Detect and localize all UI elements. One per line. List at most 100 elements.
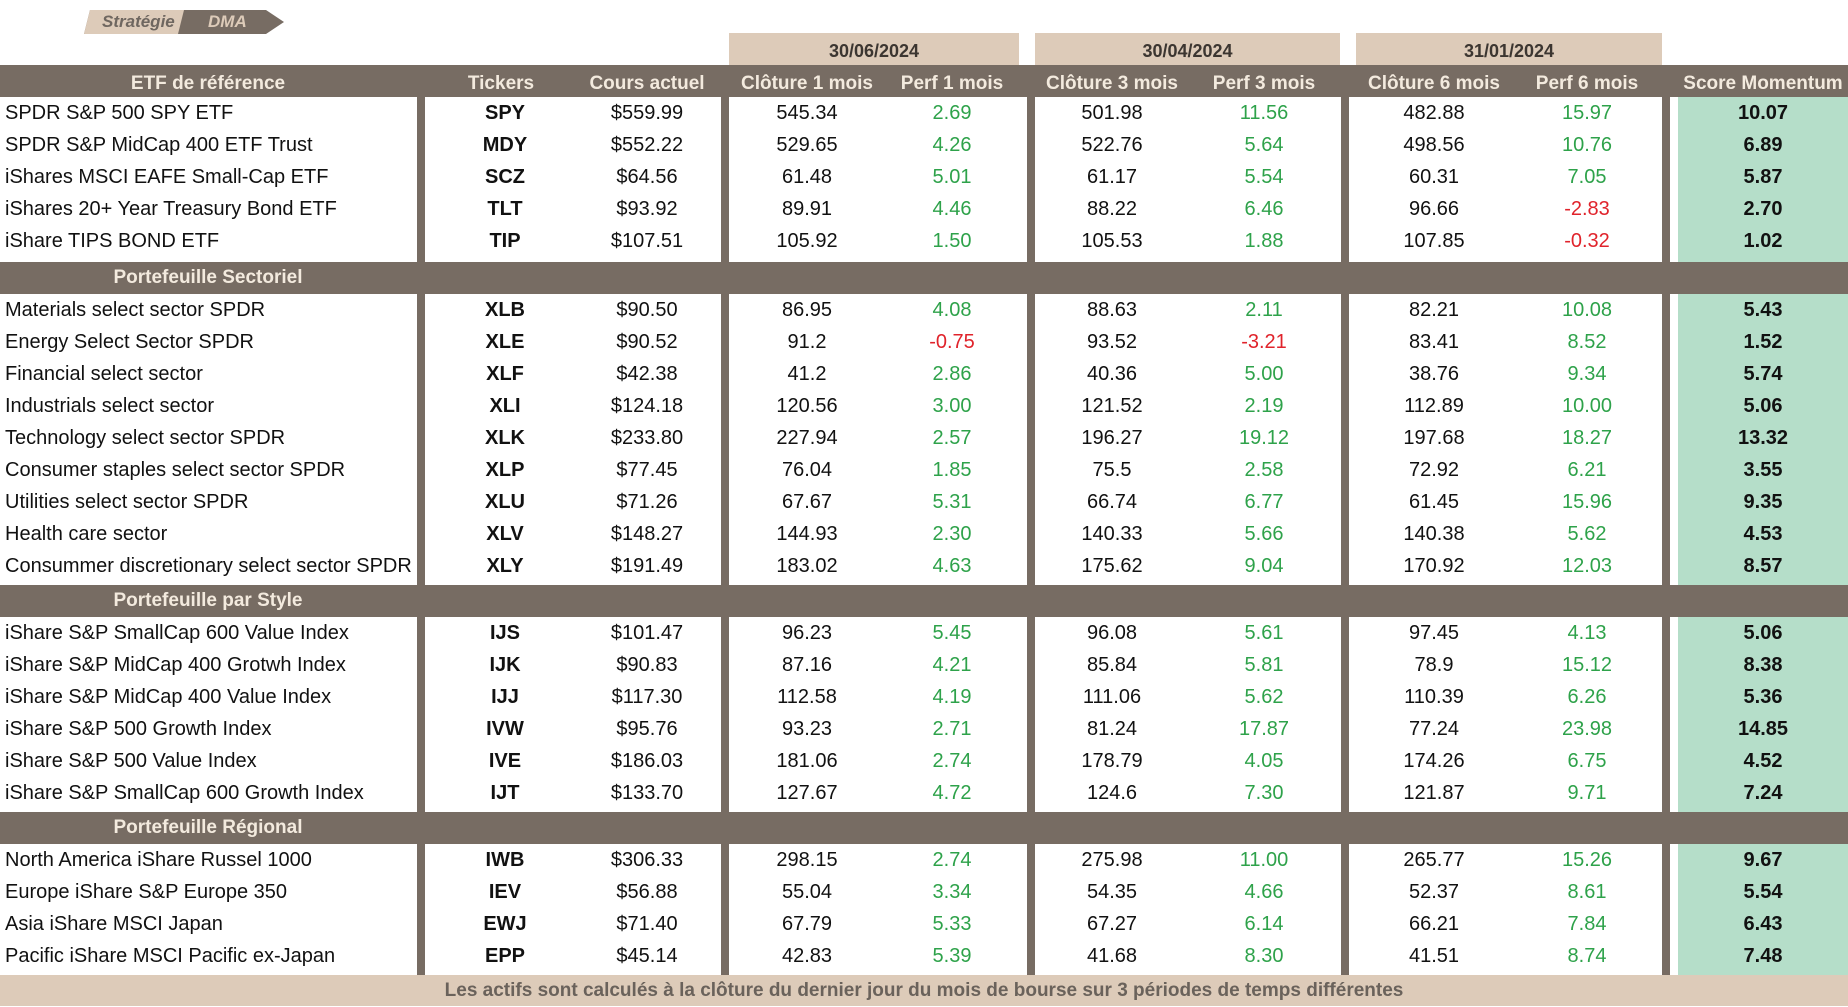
score-momentum-cell: 14.85 xyxy=(1737,718,1789,740)
score-momentum-cell: 4.53 xyxy=(1743,523,1783,545)
table-row: iShare S&P MidCap 400 Grotwh Index IJK $90… xyxy=(0,649,1848,681)
close-6m-cell: 52.37 xyxy=(1408,881,1460,903)
price-cell: $107.51 xyxy=(610,230,684,252)
perf-1m-cell: 4.21 xyxy=(932,654,972,676)
table-row: Materials select sector SPDR XLB $90.50 86.… xyxy=(0,294,1848,326)
perf-6m-cell: 6.75 xyxy=(1567,750,1607,772)
column-separator xyxy=(417,65,425,975)
perf-6m-cell: 8.74 xyxy=(1567,945,1607,967)
perf-3m-cell: 5.00 xyxy=(1244,363,1284,385)
close-6m-cell: 112.89 xyxy=(1404,395,1464,417)
table-row: iShare S&P 500 Growth Index IVW $95.76 93.2… xyxy=(0,713,1848,745)
close-1m-cell: 529.65 xyxy=(776,134,838,156)
close-6m-cell: 38.76 xyxy=(1408,363,1460,385)
close-3m-cell: 93.52 xyxy=(1086,331,1138,353)
ticker-cell: SPY xyxy=(484,102,526,124)
ticker-cell: XLV xyxy=(486,523,524,545)
badge-arrow-shape xyxy=(84,10,284,34)
ticker-cell: XLP xyxy=(485,459,525,481)
ticker-cell: XLY xyxy=(486,555,524,577)
etf-name-cell: Europe iShare S&P Europe 350 xyxy=(5,881,288,903)
table-row: iShares 20+ Year Treasury Bond ETF TLT $93… xyxy=(0,193,1848,225)
close-1m-cell: 144.93 xyxy=(776,523,838,545)
close-6m-cell: 77.24 xyxy=(1408,718,1460,740)
score-momentum-cell: 6.89 xyxy=(1743,134,1783,156)
perf-1m-cell: 4.46 xyxy=(932,198,972,220)
etf-name-cell: iShare S&P 500 Growth Index xyxy=(5,718,272,740)
table-row: Europe iShare S&P Europe 350 IEV $56.88 55.… xyxy=(0,876,1848,908)
perf-6m-cell: 15.97 xyxy=(1561,102,1613,124)
col-header-score: Score Momentum xyxy=(1683,73,1843,94)
perf-1m-cell: 4.72 xyxy=(932,782,972,804)
table-row: Technology select sector SPDR XLK $233.80 2… xyxy=(0,422,1848,454)
perf-6m-cell: -2.83 xyxy=(1564,198,1610,220)
perf-3m-cell: -3.21 xyxy=(1241,331,1287,353)
close-6m-cell: 96.66 xyxy=(1408,198,1460,220)
etf-name-cell: Financial select sector xyxy=(5,363,203,385)
price-cell: $191.49 xyxy=(610,555,684,577)
close-1m-cell: 93.23 xyxy=(781,718,833,740)
price-cell: $233.80 xyxy=(610,427,684,449)
perf-3m-cell: 9.04 xyxy=(1244,555,1284,577)
score-momentum-cell: 5.87 xyxy=(1743,166,1783,188)
close-3m-cell: 140.33 xyxy=(1081,523,1143,545)
perf-3m-cell: 11.56 xyxy=(1239,102,1289,124)
perf-3m-cell: 5.54 xyxy=(1244,166,1284,188)
col-header-perf-3m: Perf 3 mois xyxy=(1212,73,1316,94)
perf-3m-cell: 19.12 xyxy=(1238,427,1290,449)
etf-name-cell: iShare TIPS BOND ETF xyxy=(5,230,220,252)
price-cell: $56.88 xyxy=(616,881,678,903)
perf-6m-cell: 23.98 xyxy=(1561,718,1613,740)
ticker-cell: IJS xyxy=(489,622,521,644)
perf-6m-cell: 9.71 xyxy=(1567,782,1607,804)
ticker-cell: XLU xyxy=(485,491,525,513)
perf-3m-cell: 5.61 xyxy=(1244,622,1284,644)
ticker-cell: IJJ xyxy=(491,686,519,708)
close-6m-cell: 66.21 xyxy=(1408,913,1460,935)
score-momentum-cell: 10.07 xyxy=(1737,102,1789,124)
close-6m-cell: 121.87 xyxy=(1403,782,1465,804)
perf-6m-cell: 4.13 xyxy=(1567,622,1607,644)
close-6m-cell: 265.77 xyxy=(1403,849,1465,871)
close-3m-cell: 96.08 xyxy=(1086,622,1138,644)
table-row: Consummer discretionary select sector SP… xyxy=(0,550,1848,582)
col-header-perf-6m: Perf 6 mois xyxy=(1535,73,1639,94)
perf-3m-cell: 1.88 xyxy=(1244,230,1284,252)
ticker-cell: IWB xyxy=(485,849,525,871)
close-3m-cell: 196.27 xyxy=(1081,427,1143,449)
close-3m-cell: 67.27 xyxy=(1086,913,1138,935)
close-1m-cell: 545.34 xyxy=(776,102,838,124)
price-cell: $90.52 xyxy=(616,331,678,353)
etf-name-cell: Industrials select sector xyxy=(5,395,214,417)
close-3m-cell: 88.22 xyxy=(1086,198,1138,220)
perf-3m-cell: 2.19 xyxy=(1244,395,1284,417)
score-bg-block xyxy=(1678,617,1848,812)
close-3m-cell: 124.6 xyxy=(1086,782,1138,804)
close-1m-cell: 67.67 xyxy=(781,491,833,513)
perf-6m-cell: 15.12 xyxy=(1561,654,1613,676)
close-3m-cell: 175.62 xyxy=(1081,555,1143,577)
close-1m-cell: 76.04 xyxy=(781,459,833,481)
perf-6m-cell: 10.00 xyxy=(1561,395,1613,417)
score-momentum-cell: 5.54 xyxy=(1743,881,1783,903)
perf-3m-cell: 5.62 xyxy=(1244,686,1284,708)
etf-name-cell: iShares 20+ Year Treasury Bond ETF xyxy=(5,198,337,220)
close-6m-cell: 174.26 xyxy=(1403,750,1465,772)
table-row: Consumer staples select sector SPDR XLP $7… xyxy=(0,454,1848,486)
close-1m-cell: 91.2 xyxy=(787,331,827,353)
table-row: iShares MSCI EAFE Small-Cap ETF SCZ $64.56… xyxy=(0,161,1848,193)
price-cell: $95.76 xyxy=(616,718,678,740)
table-row: Asia iShare MSCI Japan EWJ $71.40 67.79 5.33… xyxy=(0,908,1848,940)
score-bg-block xyxy=(1678,294,1848,585)
close-3m-cell: 75.5 xyxy=(1092,459,1132,481)
perf-1m-cell: 2.71 xyxy=(932,718,972,740)
price-cell: $77.45 xyxy=(616,459,678,481)
close-1m-cell: 89.91 xyxy=(781,198,833,220)
close-6m-cell: 110.39 xyxy=(1404,686,1464,708)
score-momentum-cell: 2.70 xyxy=(1743,198,1783,220)
perf-1m-cell: 2.86 xyxy=(932,363,972,385)
perf-6m-cell: -0.32 xyxy=(1564,230,1610,252)
close-3m-cell: 111.06 xyxy=(1082,686,1142,708)
table-row: Industrials select sector XLI $124.18 120.5… xyxy=(0,390,1848,422)
perf-3m-cell: 17.87 xyxy=(1238,718,1290,740)
